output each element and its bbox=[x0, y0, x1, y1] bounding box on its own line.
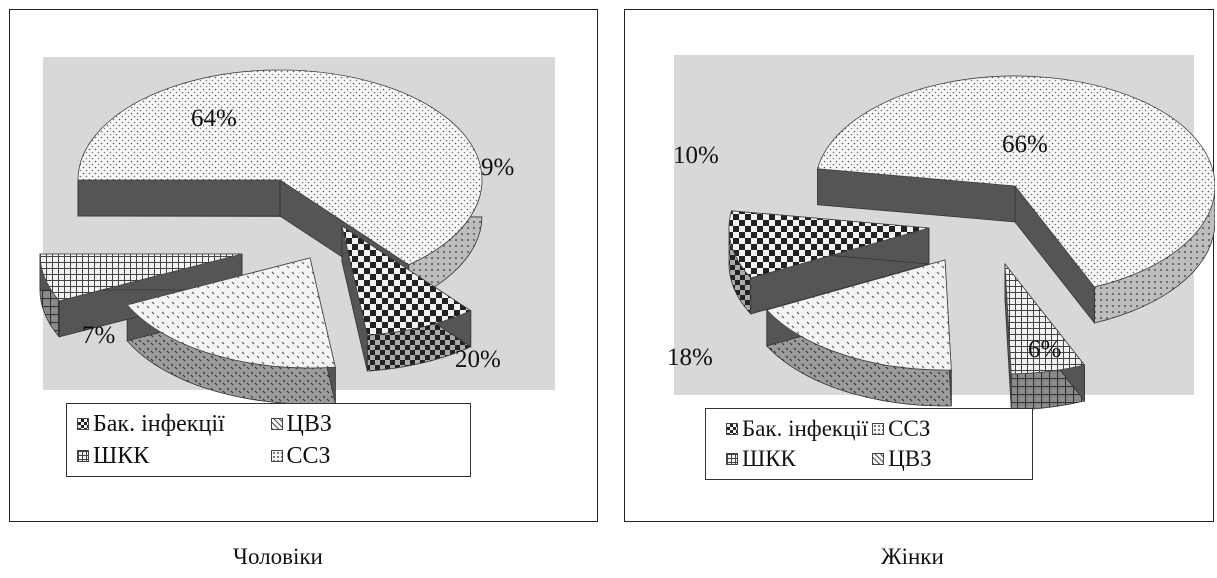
grid-swatch-icon bbox=[77, 450, 89, 462]
legend-item: Бак. інфекції bbox=[726, 415, 868, 443]
legend-item: ССЗ bbox=[270, 441, 461, 471]
legend-label: ЦВЗ bbox=[888, 446, 932, 472]
legend-item: Бак. інфекції bbox=[77, 409, 267, 439]
legend: Бак. інфекції ССЗ ШКК ЦВЗ bbox=[705, 408, 1033, 480]
chart-panel-men: 64% 9% 20% 7% Бак. інфекції ЦВЗ ШКК ССЗ bbox=[9, 9, 598, 522]
data-label-ssz: 66% bbox=[1002, 131, 1048, 158]
data-label-bak: 10% bbox=[673, 142, 719, 169]
data-label-ssz: 64% bbox=[191, 105, 237, 132]
data-label-shkk: 6% bbox=[1028, 336, 1062, 363]
legend-label: Бак. інфекції bbox=[93, 410, 225, 437]
dots-swatch-icon bbox=[872, 423, 885, 435]
pie-slice bbox=[1004, 262, 1086, 375]
chart-caption-men: Чоловіки bbox=[233, 544, 323, 569]
legend-label: ССЗ bbox=[286, 442, 331, 469]
checker-swatch-icon bbox=[726, 423, 738, 435]
legend-label: ШКК bbox=[93, 442, 150, 469]
legend-label: ССЗ bbox=[888, 416, 931, 442]
pie-slice bbox=[816, 75, 1215, 288]
pie-slice bbox=[77, 69, 483, 266]
legend-item: ШКК bbox=[77, 441, 267, 471]
diamond-swatch-icon bbox=[270, 418, 283, 430]
legend-item: ЦВЗ bbox=[270, 409, 461, 439]
dots-swatch-icon bbox=[270, 450, 283, 462]
pie-chart-men bbox=[39, 69, 483, 405]
chart-panel-women: 66% 6% 18% 10% Бак. інфекції ССЗ ШКК ЦВЗ bbox=[624, 9, 1215, 522]
pie-slice bbox=[126, 257, 336, 369]
grid-swatch-icon bbox=[726, 453, 738, 465]
data-label-cvz: 20% bbox=[455, 346, 501, 373]
legend-label: ЦВЗ bbox=[286, 410, 332, 437]
data-label-shkk: 7% bbox=[82, 322, 116, 349]
data-label-bak: 9% bbox=[481, 154, 515, 181]
checker-swatch-icon bbox=[77, 418, 89, 430]
legend-item: ЦВЗ bbox=[872, 445, 1012, 473]
chart-caption-women: Жінки bbox=[881, 544, 944, 569]
diamond-swatch-icon bbox=[872, 453, 885, 465]
legend-label: Бак. інфекції bbox=[742, 416, 869, 442]
data-label-cvz: 18% bbox=[667, 344, 713, 371]
legend-item: ШКК bbox=[726, 445, 868, 473]
pie-slice bbox=[766, 259, 952, 371]
pie-slice bbox=[341, 225, 472, 336]
legend-item: ССЗ bbox=[872, 415, 1012, 443]
pie-slice bbox=[728, 210, 930, 279]
pie-slice bbox=[39, 253, 243, 302]
legend: Бак. інфекції ЦВЗ ШКК ССЗ bbox=[66, 403, 471, 477]
pie-chart-women bbox=[728, 75, 1215, 411]
legend-label: ШКК bbox=[742, 446, 796, 472]
pie-slice-wall bbox=[77, 179, 281, 217]
